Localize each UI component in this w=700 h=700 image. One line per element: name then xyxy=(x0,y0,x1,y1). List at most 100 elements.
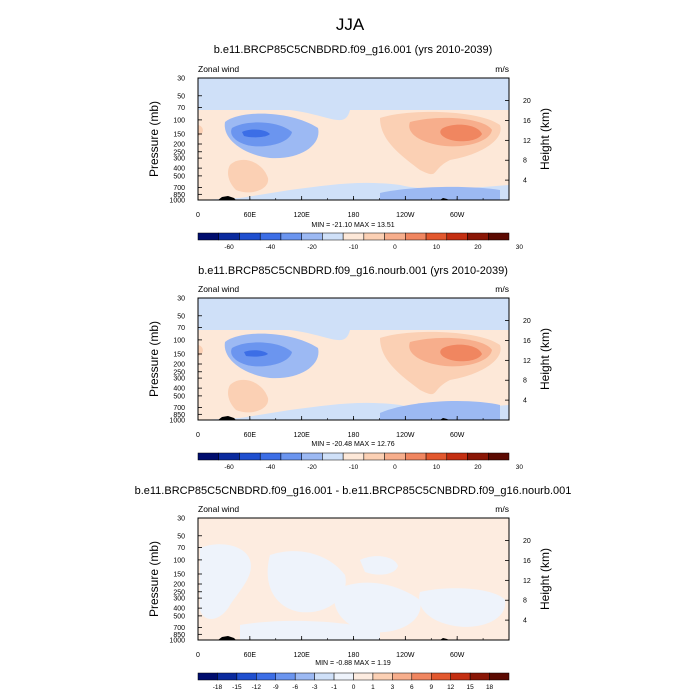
panel-3-colorbar-label: 6 xyxy=(410,684,414,691)
panel-1-pressure-tick-label: 250 xyxy=(173,149,185,156)
panel-1-colorbar-label: 0 xyxy=(393,244,397,251)
panel-3-height-tick-label: 12 xyxy=(523,578,531,585)
panel-1-colorbar-cell xyxy=(384,232,406,241)
panel-1-colorbar-cell xyxy=(363,232,385,241)
panel-1-western-jet-core xyxy=(242,129,270,138)
panel-3-lon-tick-label: 60E xyxy=(244,652,257,659)
panel-2-colorbar: -60 -40 -20 -10 0 10 20 30 xyxy=(197,452,523,471)
panel-3-colorbar-label: 15 xyxy=(467,684,475,691)
panel-3-variable-label: Zonal wind xyxy=(198,504,239,514)
panel-3-colorbar-label: -3 xyxy=(312,684,318,691)
panel-1-pressure-tick-label: 300 xyxy=(173,156,185,163)
panel-2-colorbar-cell xyxy=(363,452,385,461)
panel-1-variable-label: Zonal wind xyxy=(198,64,239,74)
panel-1-colorbar-cell xyxy=(446,232,468,241)
panel-2-colorbar-label: -20 xyxy=(307,464,317,471)
panel-2-low-level-westerly xyxy=(228,379,269,413)
panel-2-colorbar-cell xyxy=(259,452,282,461)
panel-1-pressure-tick-label: 100 xyxy=(173,117,185,124)
figure-title: JJA xyxy=(336,15,365,34)
panel-2-ylabel-right: Height (km) xyxy=(538,328,552,390)
panel-3-negative-patch-upper xyxy=(360,556,398,575)
panel-3-pressure-tick-label: 200 xyxy=(173,582,185,589)
panel-2-units-label: m/s xyxy=(495,284,509,294)
panel-1-colorbar: -60 -40 -20 -10 0 10 20 30 xyxy=(197,232,524,251)
panel-1-lon-tick-label: 60W xyxy=(450,212,465,219)
panel-2-eastern-jet-core xyxy=(440,344,482,362)
panel-3-colorbar-cell xyxy=(450,672,471,681)
panel-2-ylabel: Pressure (mb) xyxy=(147,321,161,397)
panel-2-lon-tick-label: 0 xyxy=(196,432,200,439)
panel-1-colorbar-label: 30 xyxy=(516,244,524,251)
panel-2-pressure-tick-label: 850 xyxy=(173,412,185,419)
panel-1-height-tick-label: 12 xyxy=(523,138,531,145)
panel-2-pressure-tick-label: 30 xyxy=(177,296,185,303)
panel-2-lon-tick-label: 60E xyxy=(244,432,257,439)
panel-3-lon-tick-label: 120W xyxy=(396,652,415,659)
panel-2-stats: MIN = -20.48 MAX = 12.76 xyxy=(311,441,394,448)
panel-3-height-tick-label: 16 xyxy=(523,558,531,565)
panel-2-lon-tick-label: 180 xyxy=(348,432,360,439)
panel-3-pressure-tick-label: 100 xyxy=(173,557,185,564)
panel-3-colorbar-label: -12 xyxy=(252,684,262,691)
panel-3-colorbar-label: 9 xyxy=(429,684,433,691)
panel-2-height-tick-label: 20 xyxy=(523,318,531,325)
panel-2-colorbar-label: 10 xyxy=(433,464,441,471)
panel-3-colorbar-cell xyxy=(314,672,335,681)
panel-3-colorbar-label: 1 xyxy=(371,684,375,691)
panel-3-colorbar-cell xyxy=(197,672,218,681)
panel-1-pressure-tick-label: 1000 xyxy=(169,198,185,205)
panel-1-colorbar-label: -60 xyxy=(224,244,234,251)
panel-2-colorbar-label: -40 xyxy=(266,464,276,471)
panel-1-colorbar-cell xyxy=(218,232,240,241)
panel-2-western-jet-core xyxy=(244,350,268,357)
panel-3-lon-tick-label: 180 xyxy=(348,652,360,659)
panel-3-height-tick-label: 20 xyxy=(523,538,531,545)
panel-2-colorbar-cell xyxy=(467,452,489,461)
panel-2-pressure-tick-label: 150 xyxy=(173,351,185,358)
panel-3-field xyxy=(198,518,509,640)
panel-2-side-patch xyxy=(198,345,203,356)
panel-1-eastern-jet-core xyxy=(440,124,482,142)
panel-3-title: b.e11.BRCP85C5CNBDRD.f09_g16.001 - b.e11… xyxy=(135,485,572,497)
panel-1-pressure-tick-label: 700 xyxy=(173,185,185,192)
panel-1-lower-easterly-band xyxy=(380,186,500,200)
panel-3-colorbar-label: 3 xyxy=(391,684,395,691)
panel-1-ylabel-right: Height (km) xyxy=(538,108,552,170)
panel-1-colorbar-label: -20 xyxy=(307,244,317,251)
panel-1-height-tick-label: 16 xyxy=(523,118,531,125)
panel-1-colorbar-cell xyxy=(467,232,489,241)
panel-2-colorbar-cell xyxy=(280,452,302,461)
panel-1-pressure-tick-label: 850 xyxy=(173,192,185,199)
panel-1-units-label: m/s xyxy=(495,64,509,74)
panel-3-lon-tick-label: 0 xyxy=(196,652,200,659)
panel-2-colorbar-cell xyxy=(488,452,510,461)
panel-2-pressure-tick-label: 500 xyxy=(173,393,185,400)
panel-3-colorbar-cell xyxy=(236,672,257,681)
panel-2-colorbar-cell xyxy=(425,452,448,461)
panel-2-height-tick-label: 16 xyxy=(523,338,531,345)
panel-1-colorbar-cell xyxy=(405,232,427,241)
panel-2-colorbar-cell xyxy=(301,452,323,461)
panel-3-colorbar-cell xyxy=(469,672,490,681)
panel-1-pressure-tick-label: 200 xyxy=(173,142,185,149)
panel-2-colorbar-cell xyxy=(197,452,219,461)
panel-3-colorbar-label: -15 xyxy=(232,684,242,691)
panel-1-pressure-tick-label: 400 xyxy=(173,166,185,173)
panel-2-colorbar-label: -60 xyxy=(224,464,234,471)
panel-2-height-tick-label: 8 xyxy=(523,378,527,385)
panel-3-colorbar-cell xyxy=(217,672,238,681)
panel-1-colorbar-label: 20 xyxy=(474,244,482,251)
panel-3-colorbar: -18 -15 -12 -9 -6 -3 -1 0 1 3 6 9 12 15 18 xyxy=(197,672,510,691)
panel-3-colorbar-cell xyxy=(411,672,432,681)
panel-1-pressure-tick-label: 500 xyxy=(173,173,185,180)
panel-2-colorbar-cell xyxy=(218,452,240,461)
panel-1-lon-tick-label: 180 xyxy=(348,212,360,219)
panel-1-colorbar-label: -10 xyxy=(349,244,359,251)
panel-2-field xyxy=(198,298,509,420)
panel-3-colorbar-label: -6 xyxy=(292,684,298,691)
panel-3-colorbar-label: -18 xyxy=(213,684,223,691)
panel-3-negative-patch-east xyxy=(419,588,506,627)
